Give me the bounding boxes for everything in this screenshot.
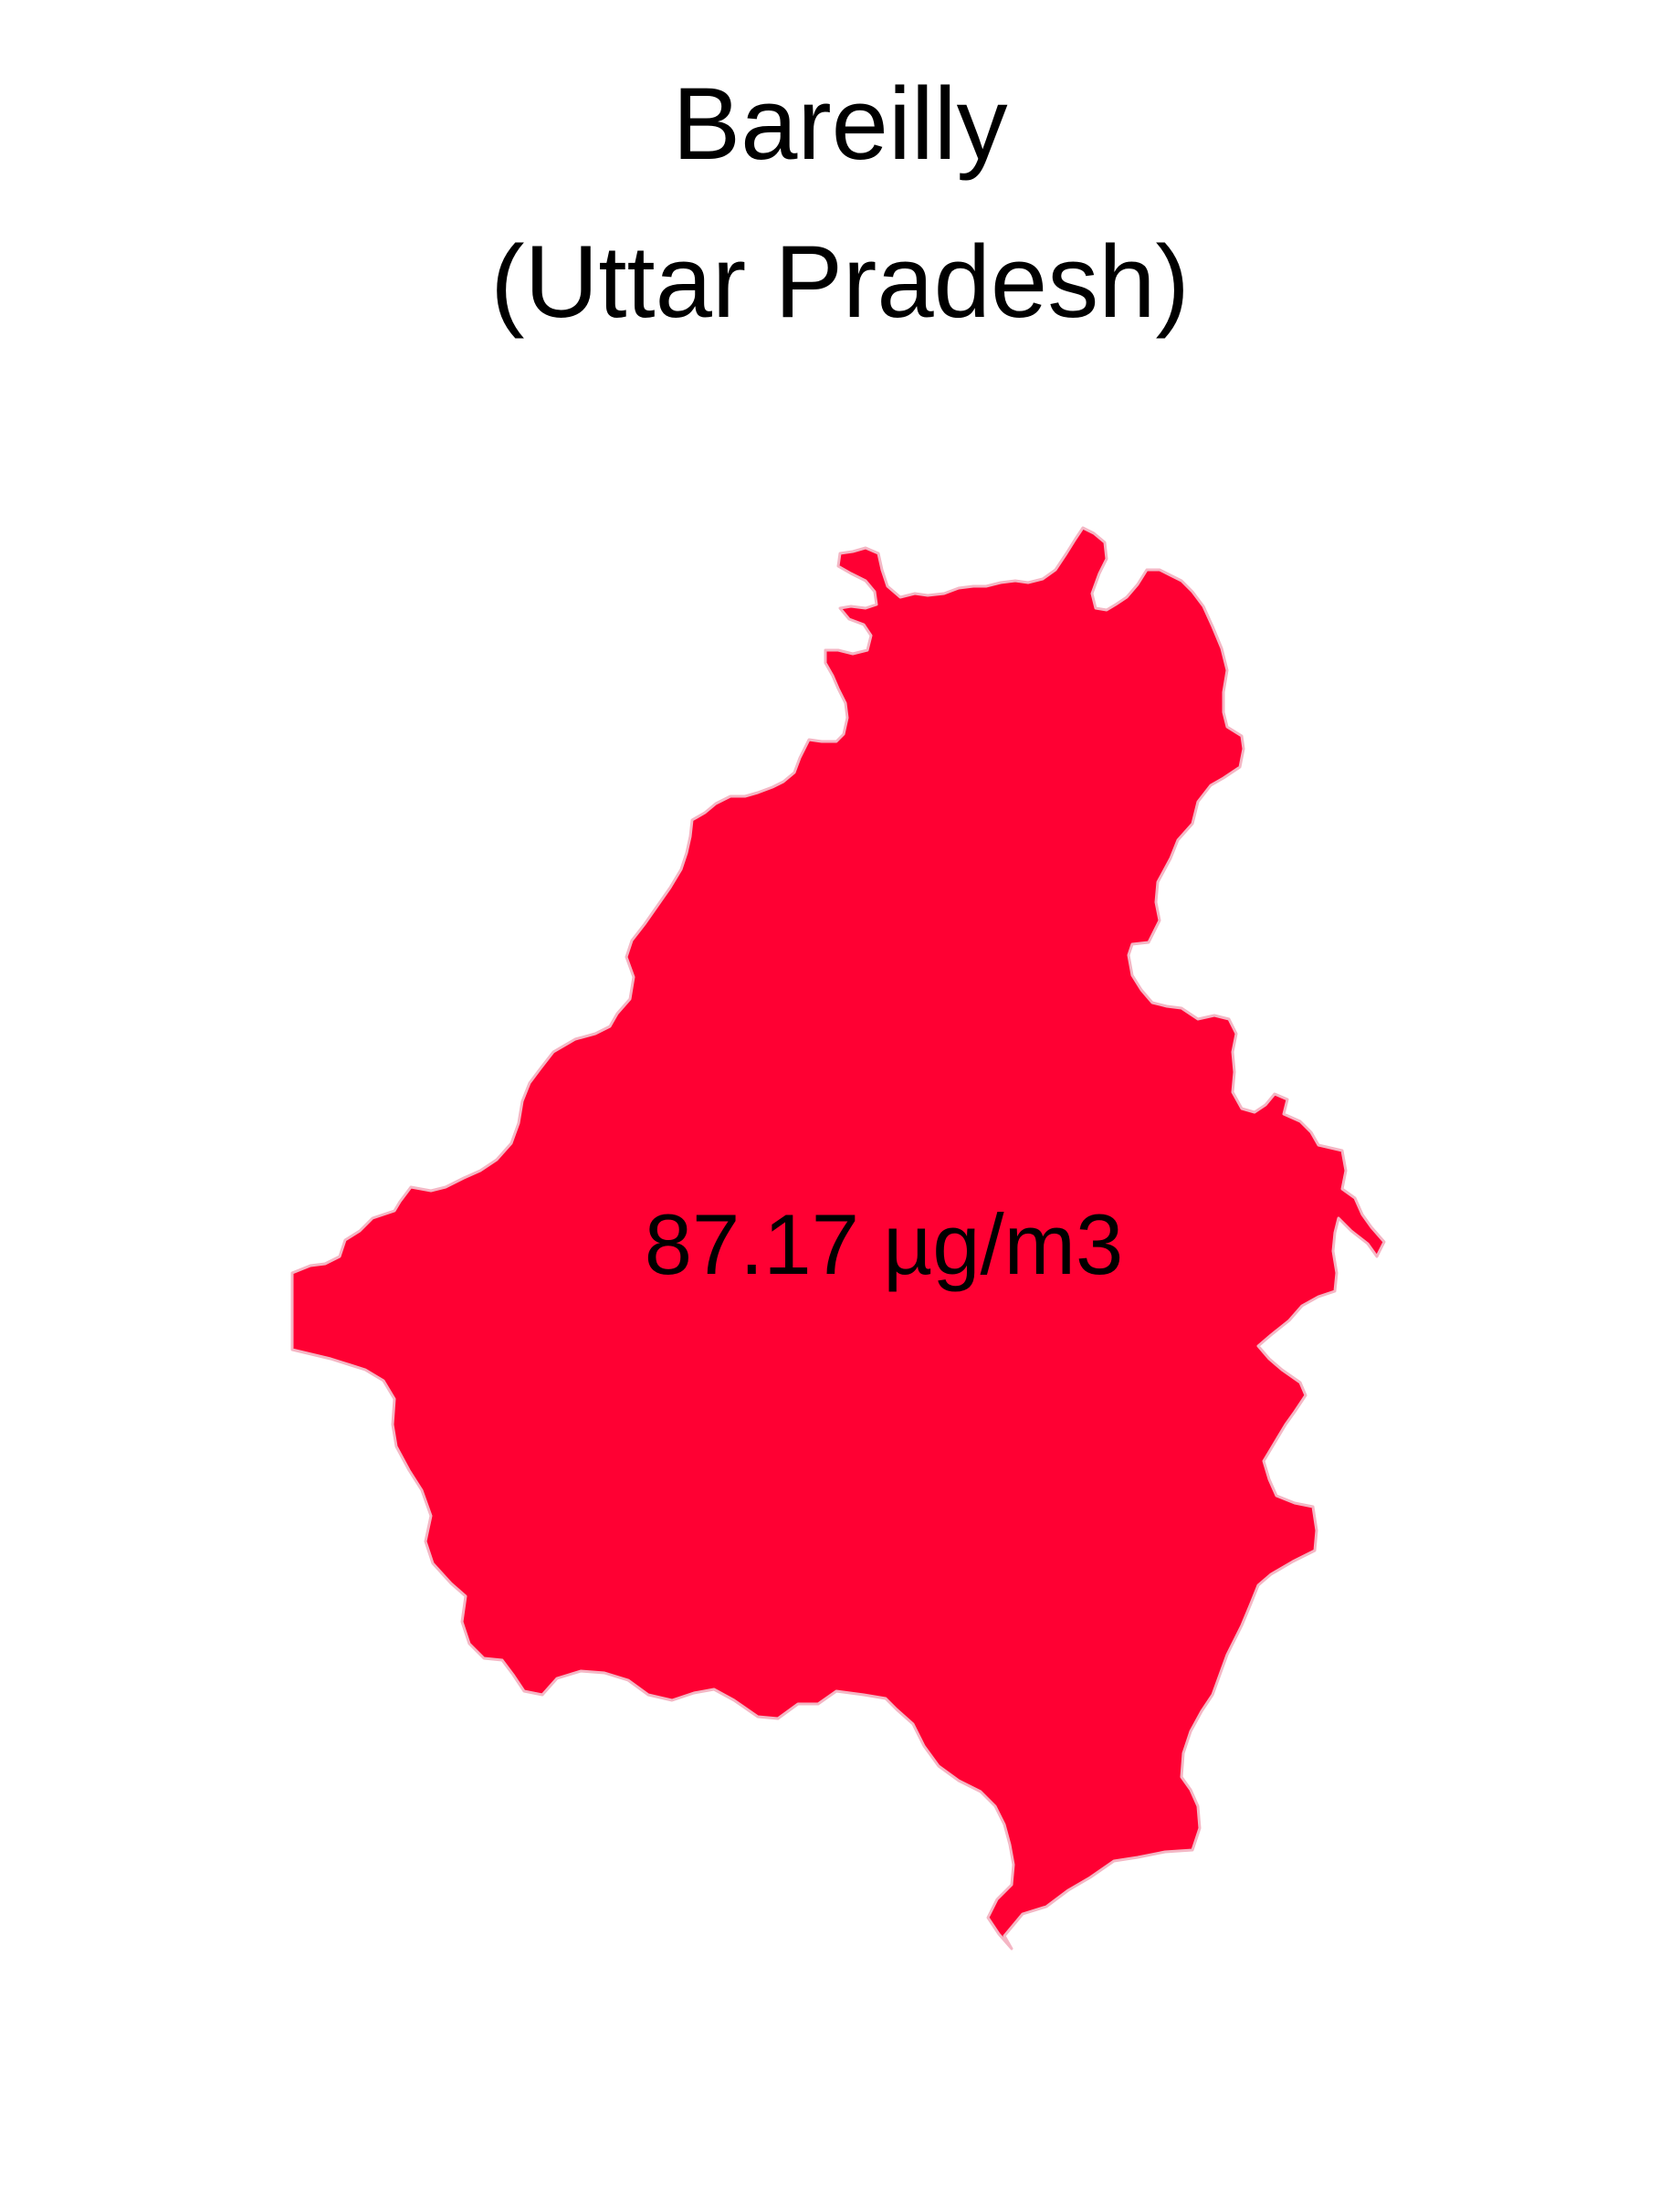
district-shape-bareilly <box>290 526 1386 1950</box>
map-subtitle: (Uttar Pradesh) <box>490 225 1190 339</box>
map-title: Bareilly <box>672 67 1008 181</box>
region-value-label: 87.17 µg/m3 <box>645 1196 1123 1292</box>
